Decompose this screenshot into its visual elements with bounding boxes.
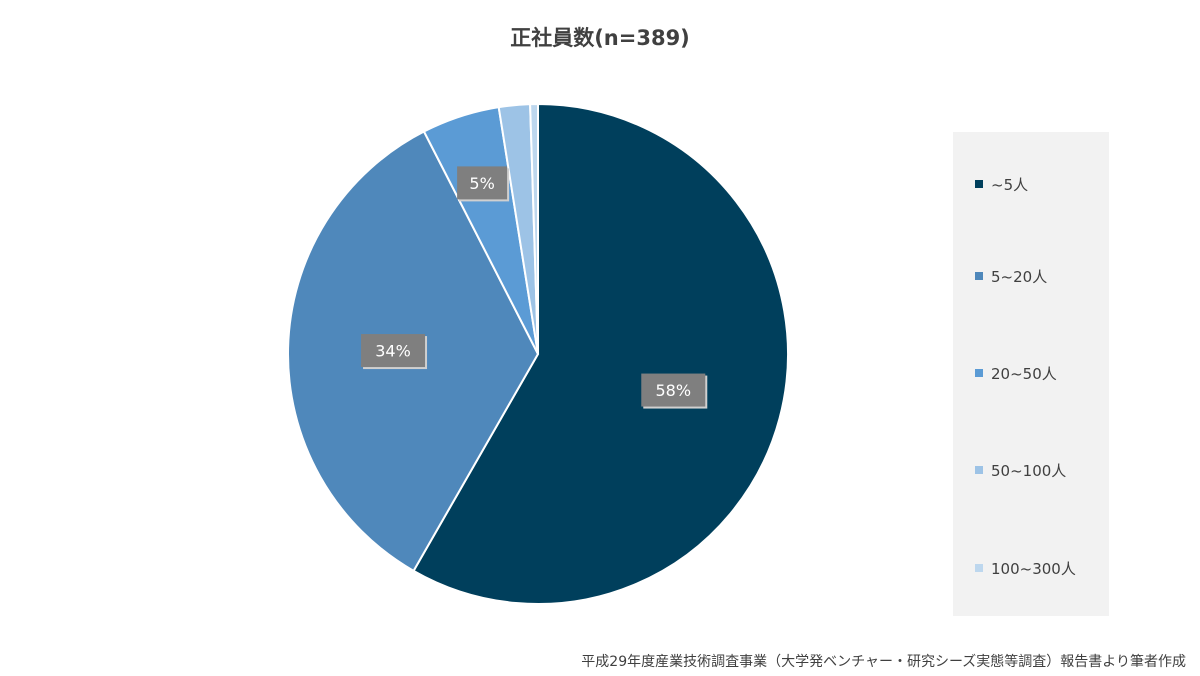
data-label-text: 58% bbox=[655, 381, 691, 400]
legend-item: 50~100人 bbox=[975, 460, 1066, 480]
pie-slice-upto-5 bbox=[412, 102, 790, 605]
data-label-box bbox=[457, 166, 508, 200]
data-label: 58% bbox=[641, 373, 708, 409]
legend-label: 100~300人 bbox=[991, 559, 1076, 578]
chart-title: 正社員数(n=389) bbox=[510, 26, 690, 50]
source-note: 平成29年度産業技術調査事業（大学発ベンチャー・研究シーズ実態等調査）報告書より… bbox=[581, 654, 1186, 670]
data-label-box bbox=[361, 334, 426, 368]
legend-swatch bbox=[975, 272, 983, 280]
legend-swatch bbox=[975, 369, 983, 377]
legend-item: 5~20人 bbox=[975, 266, 1047, 286]
data-label-box bbox=[641, 373, 706, 407]
data-label: 5% bbox=[457, 166, 510, 202]
legend-label: 20~50人 bbox=[991, 364, 1057, 383]
legend-item: 20~50人 bbox=[975, 363, 1057, 383]
legend-item: 100~300人 bbox=[975, 558, 1076, 578]
legend-swatch bbox=[975, 466, 983, 474]
pie-slice-100-300 bbox=[529, 102, 539, 355]
legend-swatch bbox=[975, 564, 983, 572]
legend-swatch bbox=[975, 180, 983, 188]
data-label: 34% bbox=[361, 334, 428, 370]
legend-label: 5~20人 bbox=[991, 267, 1048, 286]
data-label-text: 34% bbox=[375, 342, 411, 361]
legend-label: 50~100人 bbox=[991, 461, 1067, 480]
legend: ~5人 5~20人 20~50人 50~100人 100~300人 bbox=[953, 132, 1109, 616]
legend-item: ~5人 bbox=[975, 174, 1028, 194]
legend-label: ~5人 bbox=[991, 175, 1029, 194]
data-label-text: 5% bbox=[469, 174, 494, 193]
